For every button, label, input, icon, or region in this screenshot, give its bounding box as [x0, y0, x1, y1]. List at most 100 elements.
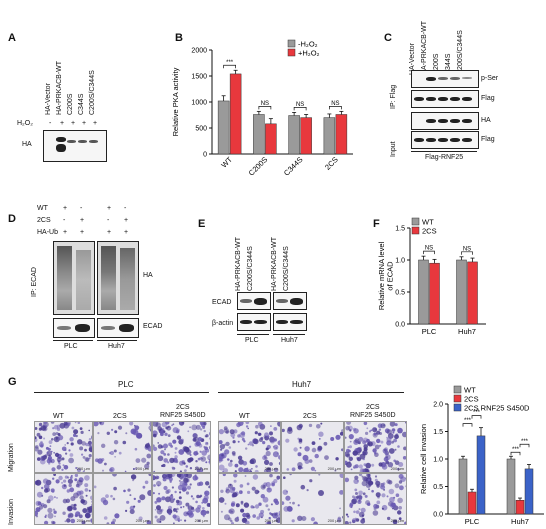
- lane-label: C200S/C344S: [89, 70, 96, 115]
- bar: [229, 73, 242, 155]
- band-label: p-Ser: [481, 75, 499, 82]
- lane-label: HA-Vector: [45, 83, 52, 115]
- scale-bar-label: 200 μm: [264, 466, 278, 471]
- x-tick-label: 2CS: [323, 155, 340, 172]
- lane-label: HA-PRKACB-WT: [235, 236, 242, 291]
- y-tick-label: 1000: [191, 100, 207, 107]
- band-label: HA: [143, 272, 153, 279]
- scale-bar-label: 200 μm: [390, 466, 404, 471]
- western-blot-pser: [411, 70, 479, 88]
- row-label: WT: [37, 205, 48, 212]
- significance-label: ***: [512, 447, 520, 453]
- mark: +: [63, 205, 68, 212]
- bottom-label: Flag-RNF25: [425, 154, 464, 161]
- band-label: Flag: [481, 95, 495, 102]
- cell-stain: [219, 474, 280, 524]
- significance-bracket: [462, 423, 473, 427]
- bar: [288, 115, 300, 155]
- ubiquitin-blot-plc: [53, 241, 95, 315]
- panel-label-d: D: [8, 213, 16, 225]
- mark: -: [63, 217, 66, 224]
- lane-label: C200S/C344S: [457, 30, 464, 75]
- actin-blot-plc: [237, 313, 271, 331]
- lane-label: C200S/C344S: [283, 246, 290, 291]
- y-tick-label: 2000: [191, 48, 207, 55]
- bar: [467, 491, 477, 515]
- ecad-blot-plc: [237, 292, 271, 310]
- cell-stain: [94, 422, 151, 472]
- transwell-image: 200 μm: [281, 473, 344, 525]
- scale-bar-label: 200 μm: [327, 466, 341, 471]
- transwell-image: 200 μm: [152, 421, 211, 473]
- panel-label-f: F: [373, 218, 380, 230]
- condition-label: WT: [53, 413, 64, 420]
- bracket-line: [411, 151, 477, 152]
- legend-label: 2CS: [422, 227, 437, 236]
- legend-swatch: [411, 226, 420, 235]
- cell-label: PLC: [64, 343, 78, 350]
- bracket-line: [97, 340, 137, 341]
- panel-label-a: A: [8, 32, 16, 44]
- legend-swatch: [287, 48, 296, 57]
- y-tick-label: 1.5: [395, 226, 405, 233]
- band-label: β-actin: [212, 320, 234, 327]
- legend-swatch: [453, 385, 462, 394]
- y-tick-label: 0.0: [433, 512, 443, 519]
- western-blot-ha: [411, 112, 479, 130]
- western-blot-a: [43, 130, 107, 162]
- bar: [418, 259, 429, 325]
- panel-label-c: C: [384, 32, 392, 44]
- bar: [429, 262, 440, 325]
- ecad-blot-plc: [53, 318, 95, 338]
- bar: [265, 123, 277, 155]
- transwell-image: 200 μm: [281, 421, 344, 473]
- lane-label: C344S: [78, 93, 85, 115]
- h2o2-label: H₂O₂: [17, 120, 33, 127]
- mark: +: [80, 229, 85, 236]
- x-tick-label: C200S: [247, 155, 270, 178]
- y-tick-label: 1500: [191, 74, 207, 81]
- panel-label-b: B: [175, 32, 183, 44]
- legend-swatch: [453, 403, 462, 412]
- cell-stain: [282, 422, 343, 472]
- significance-bracket: [519, 443, 530, 448]
- y-tick-label: 1.0: [395, 258, 405, 265]
- y-axis-label: Relative PKA activity: [171, 67, 180, 136]
- bar: [456, 259, 467, 325]
- significance-label: ***: [473, 410, 481, 416]
- band-label: ECAD: [212, 299, 232, 306]
- bar: [300, 117, 312, 155]
- significance-bracket: [510, 451, 521, 456]
- ip-label: IP: Flag: [390, 84, 397, 109]
- group-line: [218, 392, 404, 393]
- bar: [506, 458, 516, 515]
- condition-label: 2CS: [303, 413, 317, 420]
- western-blot-flag-ip: [411, 90, 479, 108]
- lane-label: HA-PRKACB-WT: [56, 60, 63, 115]
- mark: +: [107, 229, 112, 236]
- significance-bracket: [293, 107, 307, 111]
- significance-bracket: [423, 250, 435, 255]
- significance-label: ***: [521, 439, 529, 445]
- cell-stain: [35, 474, 92, 524]
- panel-label-g: G: [8, 376, 17, 388]
- bar: [323, 117, 336, 155]
- legend-label: WT: [464, 386, 476, 395]
- panel-label-e: E: [198, 218, 206, 230]
- row-label: Invasion: [8, 498, 15, 525]
- cell-label: Huh7: [108, 343, 125, 350]
- condition-label: WT: [239, 413, 250, 420]
- band-label: HA: [481, 117, 491, 124]
- mark: +: [63, 229, 68, 236]
- cell-stain: [153, 474, 210, 524]
- transwell-image: 200 μm: [344, 421, 407, 473]
- bar: [458, 458, 468, 515]
- significance-label: NS: [331, 101, 339, 107]
- significance-label: ***: [464, 418, 472, 424]
- pka-activity-chart: 0 500 1000 1500 2000 Relative PKA activity WT *…: [171, 40, 353, 178]
- bar: [524, 468, 534, 515]
- legend-swatch: [411, 217, 420, 226]
- y-axis-label: Relative mRNA levelof ECAD: [378, 241, 395, 310]
- legend-label: 2CS RNF25 S450D: [464, 404, 530, 413]
